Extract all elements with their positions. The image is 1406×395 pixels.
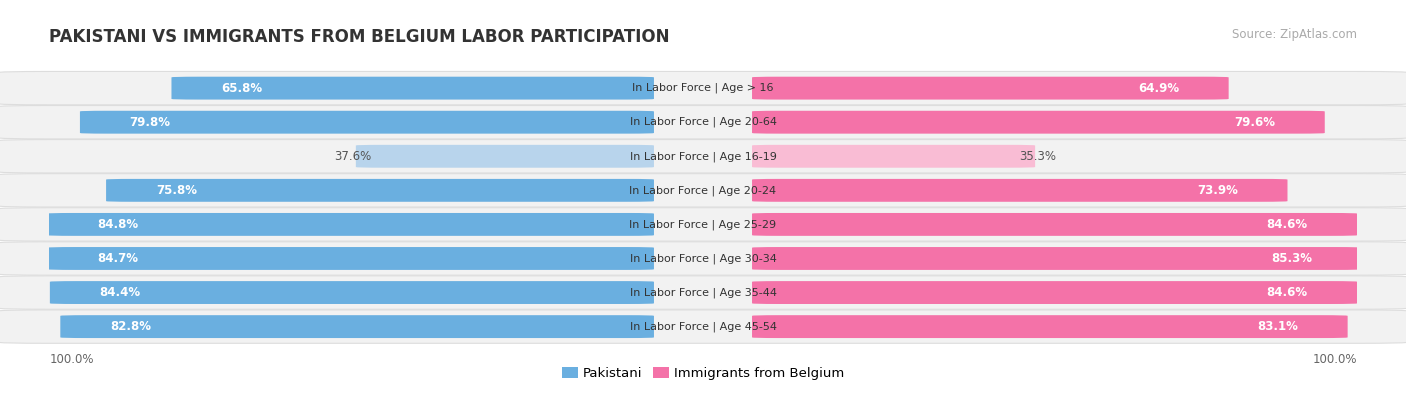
FancyBboxPatch shape bbox=[752, 247, 1362, 270]
Text: 37.6%: 37.6% bbox=[335, 150, 371, 163]
FancyBboxPatch shape bbox=[48, 213, 654, 236]
Text: In Labor Force | Age 45-54: In Labor Force | Age 45-54 bbox=[630, 322, 776, 332]
Text: In Labor Force | Age > 16: In Labor Force | Age > 16 bbox=[633, 83, 773, 93]
Text: In Labor Force | Age 20-64: In Labor Force | Age 20-64 bbox=[630, 117, 776, 128]
Text: 75.8%: 75.8% bbox=[156, 184, 197, 197]
FancyBboxPatch shape bbox=[0, 71, 1406, 105]
Text: In Labor Force | Age 30-34: In Labor Force | Age 30-34 bbox=[630, 253, 776, 264]
Text: 84.4%: 84.4% bbox=[100, 286, 141, 299]
Text: 73.9%: 73.9% bbox=[1197, 184, 1237, 197]
Text: 64.9%: 64.9% bbox=[1137, 82, 1180, 95]
FancyBboxPatch shape bbox=[0, 208, 1406, 241]
Text: 100.0%: 100.0% bbox=[49, 353, 94, 366]
Text: 79.6%: 79.6% bbox=[1234, 116, 1275, 129]
FancyBboxPatch shape bbox=[0, 139, 1406, 173]
Text: 82.8%: 82.8% bbox=[110, 320, 150, 333]
Text: 85.3%: 85.3% bbox=[1271, 252, 1312, 265]
Text: In Labor Force | Age 35-44: In Labor Force | Age 35-44 bbox=[630, 287, 776, 298]
FancyBboxPatch shape bbox=[60, 315, 654, 338]
FancyBboxPatch shape bbox=[0, 310, 1406, 343]
FancyBboxPatch shape bbox=[752, 77, 1229, 100]
FancyBboxPatch shape bbox=[356, 145, 654, 168]
Text: 100.0%: 100.0% bbox=[1312, 353, 1357, 366]
Text: Source: ZipAtlas.com: Source: ZipAtlas.com bbox=[1232, 28, 1357, 41]
FancyBboxPatch shape bbox=[80, 111, 654, 134]
FancyBboxPatch shape bbox=[752, 111, 1324, 134]
FancyBboxPatch shape bbox=[105, 179, 654, 202]
Text: 84.7%: 84.7% bbox=[97, 252, 139, 265]
FancyBboxPatch shape bbox=[0, 105, 1406, 139]
Text: 84.6%: 84.6% bbox=[1267, 286, 1308, 299]
Text: 84.8%: 84.8% bbox=[97, 218, 138, 231]
FancyBboxPatch shape bbox=[0, 174, 1406, 207]
FancyBboxPatch shape bbox=[172, 77, 654, 100]
Text: 65.8%: 65.8% bbox=[221, 82, 263, 95]
Text: 35.3%: 35.3% bbox=[1019, 150, 1056, 163]
Legend: Pakistani, Immigrants from Belgium: Pakistani, Immigrants from Belgium bbox=[557, 361, 849, 385]
FancyBboxPatch shape bbox=[752, 145, 1035, 168]
FancyBboxPatch shape bbox=[752, 281, 1357, 304]
FancyBboxPatch shape bbox=[752, 315, 1347, 338]
Text: 84.6%: 84.6% bbox=[1267, 218, 1308, 231]
Text: In Labor Force | Age 16-19: In Labor Force | Age 16-19 bbox=[630, 151, 776, 162]
FancyBboxPatch shape bbox=[0, 242, 1406, 275]
FancyBboxPatch shape bbox=[49, 281, 654, 304]
FancyBboxPatch shape bbox=[752, 213, 1357, 236]
Text: PAKISTANI VS IMMIGRANTS FROM BELGIUM LABOR PARTICIPATION: PAKISTANI VS IMMIGRANTS FROM BELGIUM LAB… bbox=[49, 28, 669, 46]
Text: 83.1%: 83.1% bbox=[1257, 320, 1298, 333]
Text: 79.8%: 79.8% bbox=[129, 116, 170, 129]
FancyBboxPatch shape bbox=[752, 179, 1288, 202]
Text: In Labor Force | Age 20-24: In Labor Force | Age 20-24 bbox=[630, 185, 776, 196]
Text: In Labor Force | Age 25-29: In Labor Force | Age 25-29 bbox=[630, 219, 776, 229]
FancyBboxPatch shape bbox=[48, 247, 654, 270]
FancyBboxPatch shape bbox=[0, 276, 1406, 309]
